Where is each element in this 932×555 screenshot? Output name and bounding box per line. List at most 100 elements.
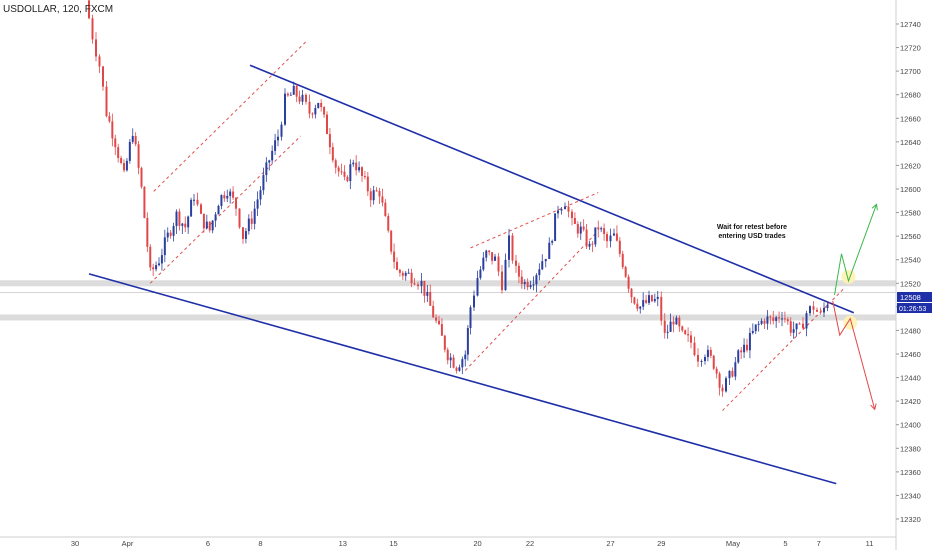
candle-body [520,276,523,285]
candle-body [517,265,520,277]
candle-body [166,232,169,238]
candle-body [146,217,149,247]
candle-body [508,235,510,260]
candle-body [217,205,220,215]
candle-body [253,208,256,224]
annotation-line-2: entering USD trades [718,233,785,240]
candle-body [326,114,328,134]
candle-body [690,335,692,343]
candle-body [469,307,472,328]
candle-body [461,359,464,368]
candle-body [449,357,452,361]
candle-body [678,317,681,327]
candle-body [672,321,675,325]
candle-body [479,269,482,278]
y-tick-label: 12700 [900,67,921,76]
candle-body [323,107,326,115]
candle-body [515,260,517,266]
candle-body [754,324,757,332]
candle-body [775,317,778,321]
candle-body [491,252,494,261]
candle-body [511,235,514,261]
candle-body [538,269,541,276]
candle-body [772,317,775,321]
candle-body [594,227,597,245]
candle-body [535,275,538,285]
candle-body [488,250,491,253]
x-tick-label: 22 [526,539,534,548]
candle-body [526,282,529,288]
candle-body [826,304,829,309]
candle-body [250,218,253,224]
candle-body [125,160,128,171]
candle-body [560,209,563,211]
candle-body [108,116,111,122]
candle-body [292,85,295,95]
candle-body [331,147,334,161]
candle-body [798,323,801,325]
candle-body [660,296,663,321]
candle-body [554,213,557,241]
candle-body [743,344,746,353]
candle-body [588,243,591,247]
candle-body [633,297,636,304]
candle-body [393,251,396,262]
channel-upper-line [249,64,855,314]
candle-body [160,255,163,264]
candle-body [238,208,241,228]
candle-body [178,211,181,226]
candle-body [571,211,573,219]
candle-body [613,233,615,236]
last-price-badge: 12508 [897,292,932,302]
candle-body [778,317,781,319]
candle-body [378,190,381,197]
candle-body [202,213,205,229]
candle-body [760,320,763,324]
candle-body [420,280,423,287]
candle-body [529,285,532,288]
candle-body [381,196,384,203]
candle-body [426,292,429,296]
x-tick-label: 20 [473,539,481,548]
candle-body [372,190,375,201]
candle-body [149,246,152,268]
candle-body [181,223,184,226]
candle-body [648,295,650,303]
candle-body [663,320,666,333]
candle-body [308,101,311,114]
y-tick-label: 12680 [900,91,921,100]
candle-body [301,94,304,102]
candle-body [398,269,401,273]
candle-body [289,94,292,96]
candle-body [816,309,818,312]
candle-body [226,195,229,199]
candle-body [175,211,178,227]
candle-body [440,324,443,336]
candle-body [748,332,751,351]
candle-body [712,355,715,369]
x-tick-label: Apr [122,539,134,548]
y-tick-label: 12660 [900,114,921,123]
candle-body [432,305,435,318]
candle-body [190,199,193,217]
y-tick-label: 12400 [900,421,921,430]
candle-body [681,326,684,331]
candle-body [172,226,175,236]
candle-body [675,317,678,325]
candle-body [220,195,223,206]
symbol-title: USDOLLAR, 120, FXCM [3,4,113,15]
candle-body [656,296,659,300]
y-tick-label: 12340 [900,491,921,500]
candle-body [792,329,795,333]
candle-body [452,357,455,368]
candle-body [600,228,603,230]
candle-body [544,259,547,262]
candle-body [317,103,320,109]
countdown-value: 01:26:53 [899,306,926,313]
candle-body [615,233,618,241]
candle-body [557,210,559,214]
candle-body [358,167,361,171]
candle-body [446,349,449,361]
